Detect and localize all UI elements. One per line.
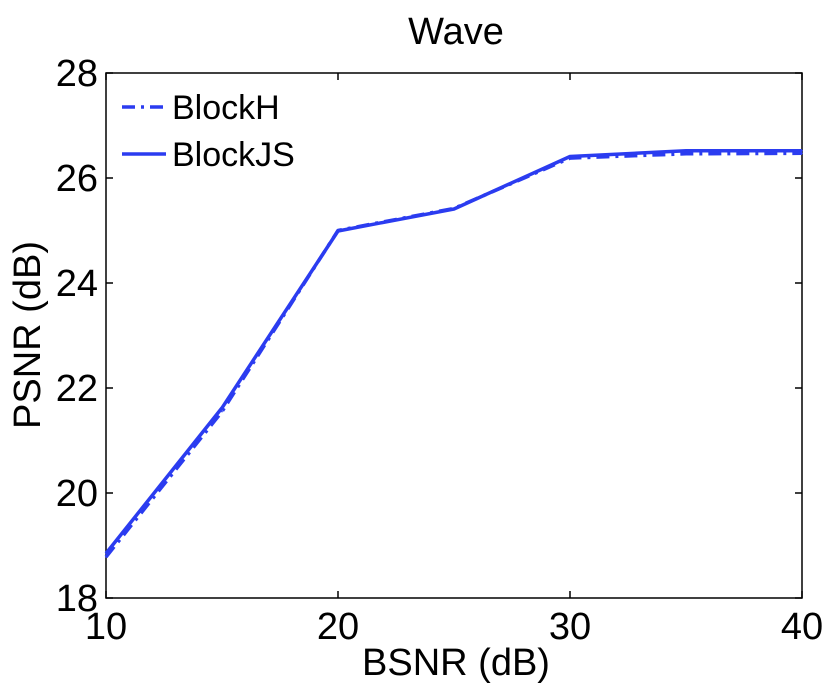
data-point-blockjs [685,149,687,152]
x-tick-label: 40 [781,606,823,648]
data-point-blockjs [453,208,455,210]
y-tick-label: 22 [56,368,98,410]
y-tick-label: 26 [56,158,98,200]
chart-title: Wave [408,11,504,53]
legend: BlockH BlockJS [122,89,295,174]
x-tick-label: 30 [549,606,591,648]
data-point-blockjs [569,155,571,158]
data-point-blockjs [337,230,339,232]
y-axis-label: PSNR (dB) [7,241,49,429]
y-tick-label: 24 [56,263,98,305]
legend-label-blockjs: BlockJS [172,136,295,174]
y-axis: 18 20 22 24 26 28 [56,53,802,620]
x-axis-label: BSNR (dB) [362,642,550,684]
data-point-blockjs [105,552,107,555]
data-point-blockjs [221,407,223,409]
y-tick-label: 20 [56,473,98,515]
series-layer [104,148,803,559]
legend-label-blockh: BlockH [172,89,280,127]
data-point-blockjs [801,149,803,152]
data-point-blockh [105,556,107,558]
y-tick-label: 18 [56,578,98,620]
y-tick-label: 28 [56,53,98,95]
x-tick-label: 10 [85,606,127,648]
plot-area [105,72,803,599]
data-point-blockh [221,410,223,413]
x-axis: 10 20 30 40 [85,73,823,648]
data-point-blockh [685,153,687,155]
x-tick-label: 20 [317,606,359,648]
data-point-blockh [801,152,803,155]
